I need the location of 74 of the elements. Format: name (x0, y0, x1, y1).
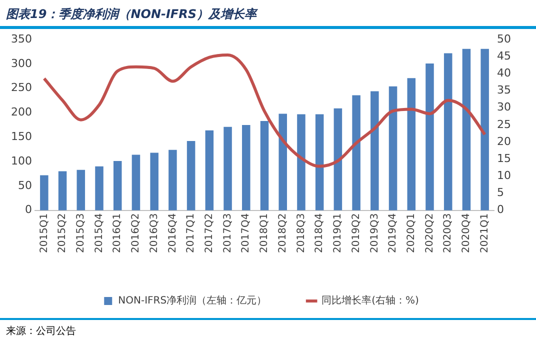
y2-tick-label: 10 (497, 169, 512, 182)
bar (150, 152, 158, 210)
x-tick-label: 2018Q2 (277, 213, 288, 254)
x-tick-label: 2020Q4 (461, 213, 472, 254)
y2-tick-label: 5 (497, 186, 504, 200)
legend-label: 同比增长率(右轴：%) (322, 294, 419, 307)
x-tick-label: 2018Q1 (259, 213, 270, 254)
x-tick-label: 2017Q1 (186, 213, 197, 254)
y-tick-label: 200 (10, 106, 32, 119)
bar (224, 126, 232, 210)
x-tick-label: 2019Q4 (388, 213, 399, 254)
x-tick-label: 2019Q2 (350, 213, 362, 254)
bar (480, 48, 489, 210)
y-tick-label: 150 (10, 130, 32, 144)
y-tick-label: 50 (18, 178, 32, 192)
bar (186, 141, 196, 210)
source-note: 来源：公司公告 (6, 324, 76, 338)
y2-tick-label: 0 (497, 203, 504, 216)
x-tick-label: 2021Q1 (479, 213, 490, 254)
y2-tick-label: 35 (497, 84, 512, 97)
x-tick-label: 2018Q3 (296, 213, 307, 254)
y-tick-label: 350 (10, 32, 32, 46)
x-tick-label: 2017Q3 (222, 213, 234, 254)
bar (242, 124, 250, 210)
bar (278, 114, 287, 210)
x-tick-label: 2018Q4 (314, 213, 326, 254)
x-tick-label: 2019Q3 (369, 213, 380, 254)
y2-tick-label: 45 (497, 50, 512, 63)
x-tick-label: 2016Q4 (167, 213, 178, 254)
x-tick-label: 2019Q1 (332, 213, 344, 254)
y2-tick-label: 25 (497, 118, 512, 131)
bar (58, 171, 67, 210)
bar (40, 175, 48, 210)
x-tick-label: 2017Q2 (204, 213, 216, 254)
x-tick-label: 2015Q1 (38, 213, 50, 254)
bar (388, 86, 398, 210)
y2-tick-label: 20 (497, 134, 512, 148)
bar (315, 114, 324, 210)
x-tick-label: 2016Q3 (148, 213, 160, 254)
bar (334, 108, 342, 210)
bar (370, 91, 379, 210)
line-series (42, 53, 486, 168)
x-tick-label: 2016Q1 (112, 213, 124, 254)
x-tick-label: 2015Q4 (94, 213, 105, 254)
y-tick-label: 100 (10, 154, 32, 168)
x-tick-label: 2015Q2 (57, 213, 68, 254)
y-tick-label: 0 (24, 203, 32, 216)
x-tick-label: 2020Q2 (424, 213, 436, 254)
bar (168, 150, 177, 210)
bar (426, 64, 434, 210)
bar (297, 114, 306, 210)
x-tick-label: 2020Q1 (406, 213, 417, 254)
bar (76, 170, 86, 210)
x-tick-label: 2015Q3 (75, 213, 86, 254)
bar (132, 154, 140, 210)
bar (113, 161, 122, 210)
y-tick-label: 300 (10, 56, 32, 70)
x-tick-label: 2020Q3 (442, 213, 454, 254)
bar (352, 95, 360, 210)
y2-tick-label: 50 (497, 32, 512, 46)
y2-tick-label: 30 (497, 100, 512, 114)
chart-title: 图表19：季度净利润（NON-IFRS）及增长率 (6, 6, 257, 23)
bar (407, 78, 416, 210)
bar (462, 48, 471, 210)
bar (260, 121, 269, 210)
y-tick-label: 250 (10, 81, 32, 94)
bar (95, 166, 104, 210)
y2-tick-label: 40 (497, 66, 512, 80)
x-tick-label: 2017Q4 (240, 213, 252, 254)
x-tick-label: 2016Q2 (130, 213, 142, 254)
bar (444, 53, 452, 210)
bar (205, 130, 214, 210)
legend-label: NON-IFRS净利润（左轴：亿元） (118, 294, 267, 307)
y2-tick-label: 15 (497, 152, 512, 165)
